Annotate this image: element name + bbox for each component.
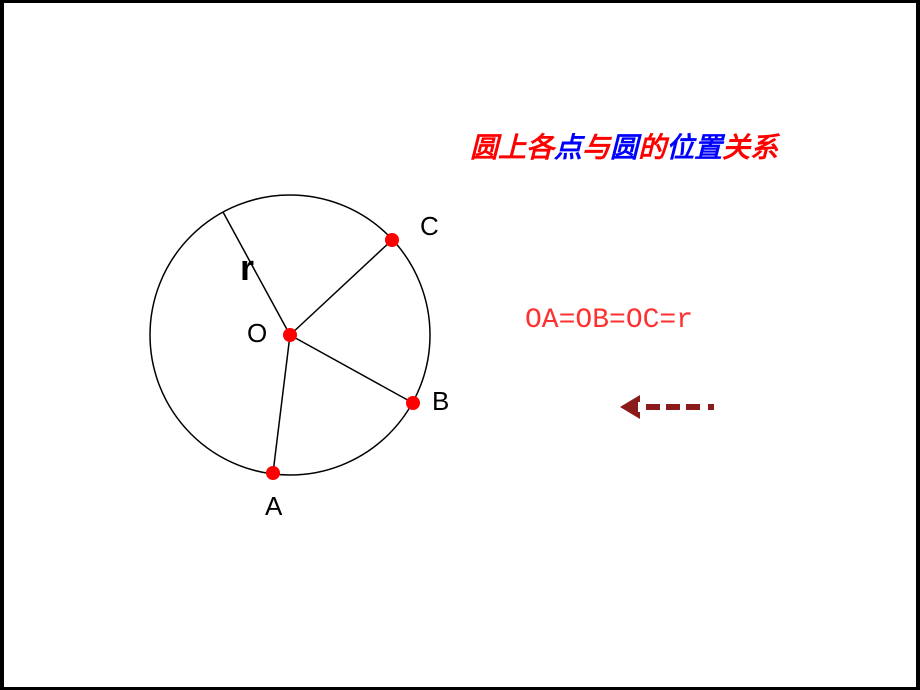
radius-equation: OA=OB=OC=r: [525, 305, 693, 336]
point-label-a: A: [265, 491, 283, 521]
arrow-dash-0: [646, 404, 660, 410]
point-b: [406, 396, 420, 410]
point-label-b: B: [432, 386, 449, 416]
title-segment: 的: [638, 132, 666, 163]
circle-diagram: A B C Or: [100, 170, 460, 550]
arrow-indicator: [620, 395, 740, 425]
radius-label: r: [240, 247, 254, 288]
title-segment: 圆上各: [470, 132, 554, 163]
arrow-head-icon: [620, 395, 640, 419]
title-segment: 位置: [666, 132, 722, 163]
radius-line-a: [273, 335, 290, 473]
radius-line-b: [290, 335, 413, 403]
point-c: [385, 233, 399, 247]
point-label-c: C: [420, 211, 439, 241]
point-a: [266, 466, 280, 480]
title-segment: 点: [554, 132, 582, 163]
radius-line-c: [290, 240, 392, 335]
title-segment: 圆: [610, 132, 638, 163]
title-segment: 关系: [722, 132, 778, 163]
radius-line-r: [223, 212, 290, 335]
arrow-dash-2: [686, 404, 700, 410]
title-segment: 与: [582, 132, 610, 163]
arrow-dash-3: [708, 404, 714, 410]
page-title: 圆上各点与圆的位置关系: [470, 126, 778, 166]
center-label: O: [247, 318, 267, 348]
center-point: [283, 328, 297, 342]
arrow-dash-1: [666, 404, 680, 410]
